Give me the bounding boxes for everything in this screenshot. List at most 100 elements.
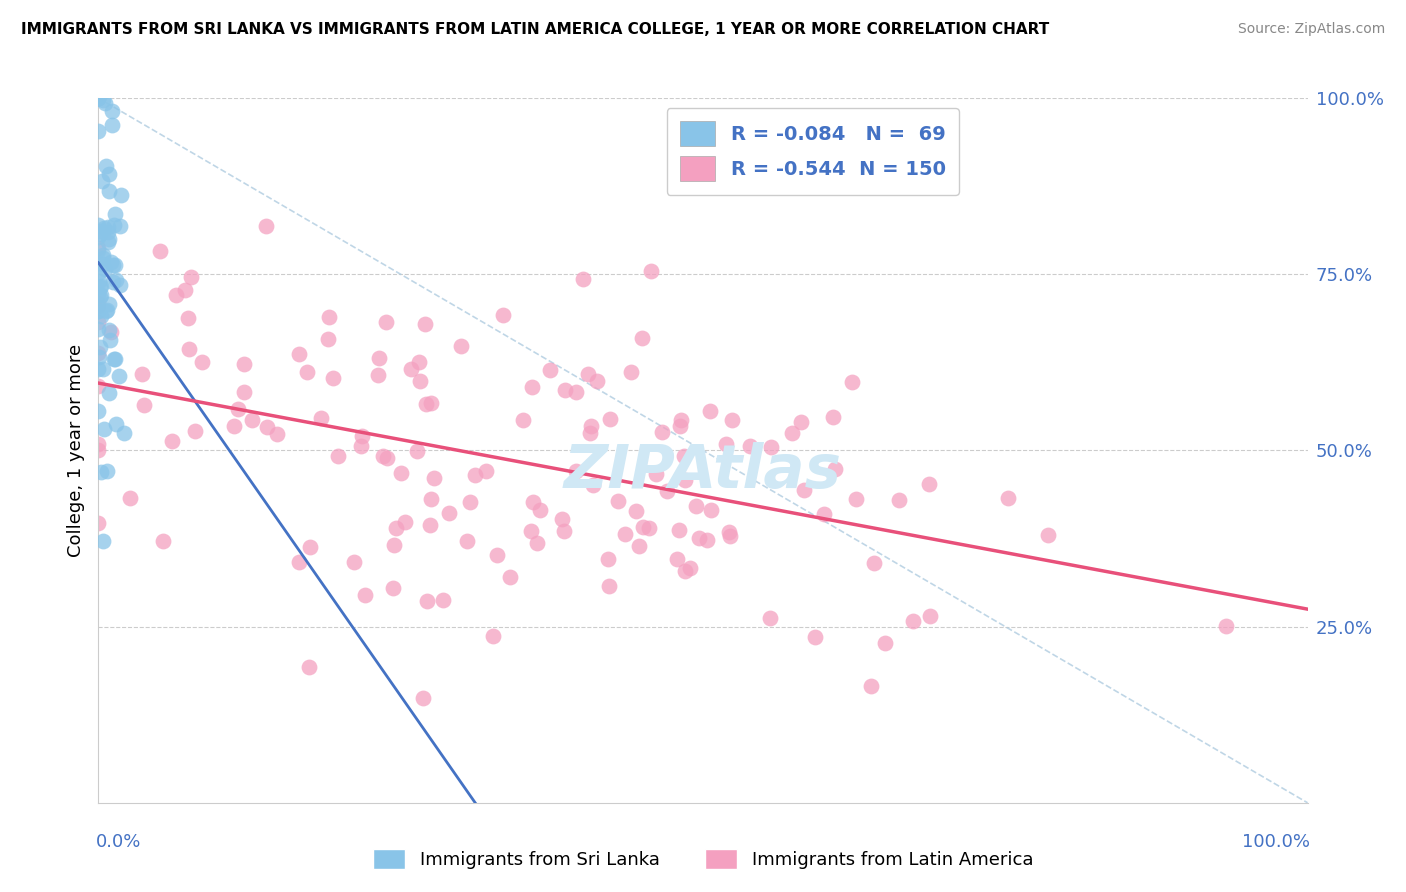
Point [793, 483, 815, 497]
Point [492, 308, 515, 322]
Point [863, 557, 886, 571]
Point [104, 417, 127, 431]
Point [93, 422, 115, 436]
Point [401, 361, 423, 376]
Point [458, 494, 481, 508]
Point [110, 187, 132, 202]
Point [118, 491, 141, 506]
Point [456, 534, 478, 549]
Point [666, 552, 689, 566]
Point [180, 270, 202, 285]
Point [598, 579, 620, 593]
Point [343, 555, 366, 569]
Point [655, 483, 678, 498]
Point [633, 520, 655, 534]
Text: 100.0%: 100.0% [1243, 833, 1310, 851]
Point [740, 439, 762, 453]
Point [375, 315, 398, 329]
Point [240, 413, 263, 427]
Point [696, 533, 718, 548]
Point [104, 351, 127, 366]
Point [645, 467, 668, 482]
Point [565, 464, 588, 478]
Point [679, 561, 702, 575]
Point [96, 464, 118, 478]
Point [920, 608, 942, 623]
Point [759, 440, 782, 454]
Point [101, 275, 124, 289]
Text: 0.0%: 0.0% [96, 833, 141, 851]
Point [720, 413, 742, 427]
Point [87, 91, 110, 105]
Point [91, 257, 114, 271]
Point [297, 660, 319, 674]
Point [295, 364, 318, 378]
Point [673, 473, 696, 487]
Point [87, 404, 110, 418]
Point [432, 593, 454, 607]
Point [620, 365, 643, 379]
Point [87, 274, 110, 288]
Point [87, 300, 110, 314]
Point [87, 287, 110, 301]
Point [103, 352, 125, 367]
Point [97, 323, 120, 337]
Point [316, 332, 339, 346]
Point [578, 425, 600, 440]
Point [627, 539, 650, 553]
Point [94, 304, 117, 318]
Point [824, 462, 846, 476]
Point [152, 533, 174, 548]
Point [394, 516, 416, 530]
Point [97, 184, 120, 198]
Point [420, 396, 443, 410]
Point [804, 630, 827, 644]
Y-axis label: College, 1 year or more: College, 1 year or more [66, 344, 84, 557]
Point [485, 548, 508, 562]
Point [579, 418, 602, 433]
Point [177, 342, 200, 356]
Point [87, 91, 110, 105]
Point [93, 534, 115, 549]
Point [699, 404, 721, 418]
Point [499, 570, 522, 584]
Point [903, 615, 925, 629]
Point [131, 367, 153, 381]
Point [254, 219, 277, 234]
Point [87, 304, 110, 318]
Point [256, 420, 278, 434]
Point [108, 219, 131, 234]
Point [367, 368, 389, 382]
Point [110, 277, 132, 292]
Point [104, 259, 127, 273]
Point [415, 397, 437, 411]
Point [165, 287, 187, 301]
Point [408, 355, 430, 369]
Text: Source: ZipAtlas.com: Source: ZipAtlas.com [1237, 22, 1385, 37]
Point [97, 225, 120, 239]
Point [554, 383, 576, 397]
Point [405, 443, 427, 458]
Point [599, 412, 621, 426]
Point [104, 207, 127, 221]
Point [87, 321, 110, 335]
Point [464, 468, 486, 483]
Point [87, 266, 110, 280]
Legend: R = -0.084   N =  69, R = -0.544  N = 150: R = -0.084 N = 69, R = -0.544 N = 150 [666, 108, 959, 194]
Point [93, 248, 115, 262]
Point [100, 118, 122, 132]
Point [87, 296, 110, 310]
Point [90, 287, 112, 301]
Point [512, 413, 534, 427]
Point [93, 221, 115, 235]
Point [103, 218, 125, 232]
Point [350, 439, 373, 453]
Point [100, 325, 122, 339]
Point [288, 555, 311, 569]
Point [299, 541, 322, 555]
Point [607, 494, 630, 508]
Point [571, 272, 593, 286]
Point [813, 508, 835, 522]
Point [875, 636, 897, 650]
Point [90, 466, 112, 480]
